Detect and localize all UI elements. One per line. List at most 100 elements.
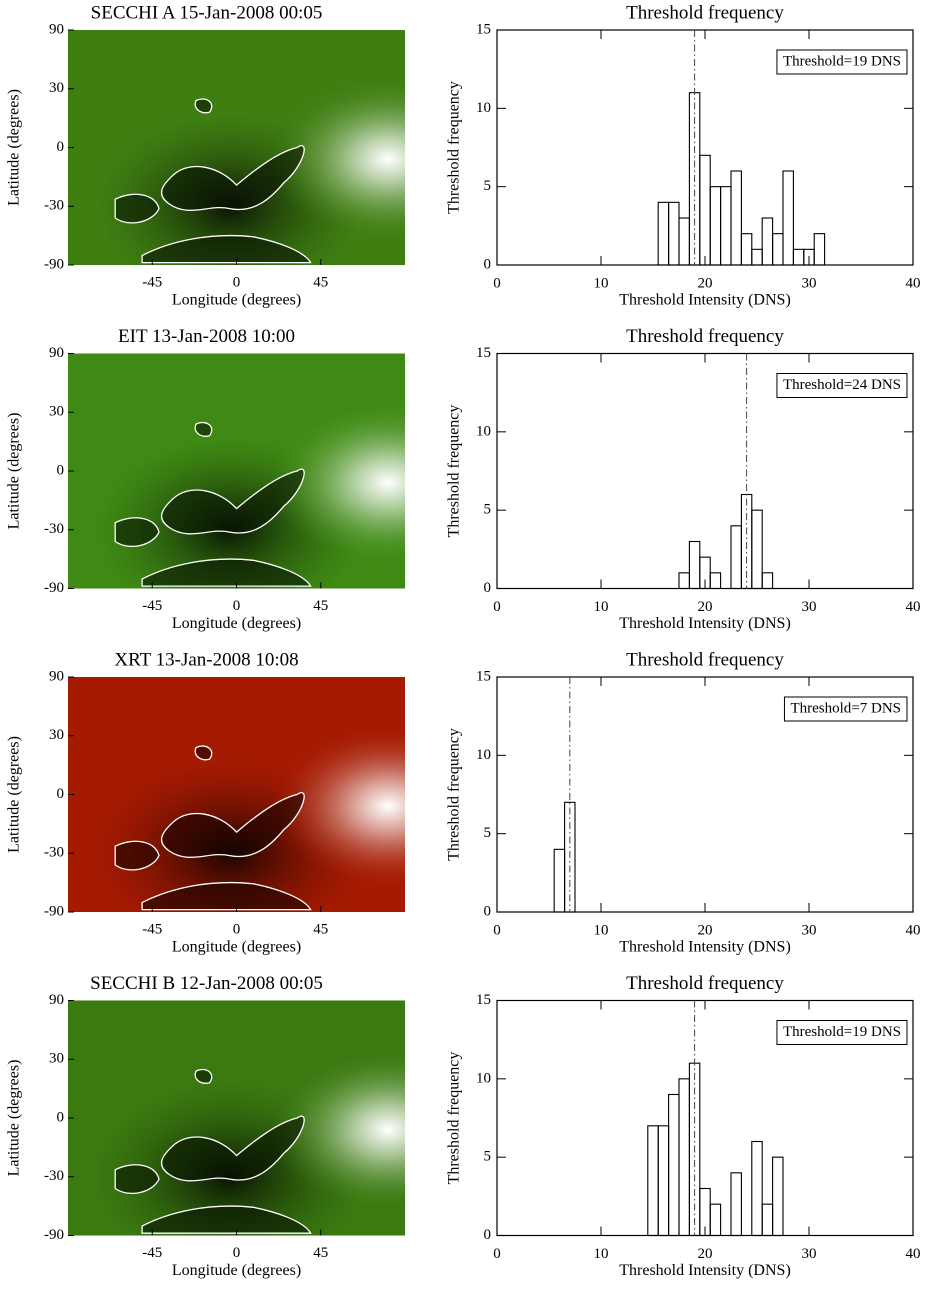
- y-tick-label: 90: [49, 345, 64, 361]
- y-tick-label: 5: [484, 1149, 492, 1165]
- x-axis-label: Longitude (degrees): [172, 615, 301, 632]
- threshold-annotation: Threshold=19 DNS: [783, 53, 901, 69]
- histogram-bar: [782, 170, 794, 266]
- contour: [160, 145, 305, 211]
- x-tick-label: 10: [594, 275, 609, 291]
- x-tick-label: 20: [698, 599, 713, 615]
- y-axis-label: Threshold frequency: [446, 728, 463, 861]
- contour: [141, 881, 312, 911]
- x-tick-label: 0: [233, 921, 241, 937]
- x-tick-label: -45: [142, 598, 162, 614]
- y-tick-label: -90: [44, 903, 64, 919]
- contour: [160, 792, 305, 858]
- y-tick-label: 5: [484, 825, 492, 841]
- x-tick-label: -45: [142, 921, 162, 937]
- y-tick-label: 30: [49, 404, 64, 420]
- histogram-bar: [657, 1125, 670, 1237]
- x-tick-label: 0: [233, 598, 241, 614]
- y-tick-label: 0: [57, 1109, 65, 1125]
- y-tick-label: 90: [49, 992, 64, 1008]
- contour: [141, 1205, 312, 1234]
- y-tick-label: 0: [484, 580, 492, 596]
- y-tick-label: 15: [476, 21, 491, 37]
- histogram-bar: [668, 201, 680, 266]
- y-tick-label: -30: [44, 1168, 64, 1184]
- y-tick-label: 0: [57, 462, 65, 478]
- x-tick-label: 10: [594, 1246, 609, 1262]
- contour: [194, 1068, 213, 1084]
- y-axis-label: Threshold frequency: [446, 81, 463, 214]
- x-axis-label: Threshold Intensity (DNS): [619, 615, 791, 632]
- x-tick-label: 20: [698, 275, 713, 291]
- panel-title: SECCHI B 12-Jan-2008 00:05: [90, 973, 323, 994]
- y-tick-label: -30: [44, 198, 64, 214]
- contour: [194, 98, 213, 114]
- x-axis-label: Longitude (degrees): [172, 292, 301, 309]
- x-tick-label: 45: [313, 1245, 328, 1261]
- contour: [194, 421, 213, 437]
- y-tick-label: -90: [44, 1227, 64, 1243]
- contour: [160, 468, 305, 535]
- y-tick-label: 30: [49, 727, 64, 743]
- y-tick-label: 10: [476, 1070, 491, 1086]
- panel-title: Threshold frequency: [626, 326, 784, 347]
- x-tick-label: 0: [493, 1246, 501, 1262]
- threshold-annotation: Threshold=24 DNS: [783, 377, 901, 393]
- histogram-bar: [678, 572, 690, 590]
- y-tick-label: 5: [484, 502, 492, 518]
- bright-region: [68, 353, 405, 589]
- y-tick-label: 30: [49, 80, 64, 96]
- x-tick-label: 20: [698, 922, 713, 938]
- histogram-bar: [761, 217, 774, 266]
- panel-title: Threshold frequency: [626, 2, 784, 23]
- y-tick-label: -30: [44, 521, 64, 537]
- x-tick-label: 30: [802, 275, 817, 291]
- y-tick-label: 90: [49, 668, 64, 684]
- x-tick-label: 0: [233, 274, 241, 290]
- histogram-bar: [792, 248, 805, 266]
- x-tick-label: -45: [142, 274, 162, 290]
- x-axis-label: Longitude (degrees): [172, 1262, 301, 1279]
- panel-title: Threshold frequency: [626, 973, 784, 994]
- x-tick-label: 40: [906, 922, 921, 938]
- x-tick-label: 40: [906, 1246, 921, 1262]
- contour: [160, 1115, 305, 1182]
- x-axis-label: Threshold Intensity (DNS): [619, 939, 791, 956]
- x-tick-label: 0: [493, 275, 501, 291]
- histogram-bar: [647, 1125, 659, 1237]
- annotation-box: [776, 1020, 908, 1045]
- y-tick-label: 0: [484, 256, 492, 272]
- y-tick-label: -90: [44, 580, 64, 596]
- x-tick-label: 45: [313, 598, 328, 614]
- x-tick-label: 40: [906, 275, 921, 291]
- annotation-box: [776, 373, 908, 398]
- x-tick-label: 10: [594, 922, 609, 938]
- x-tick-label: 0: [493, 599, 501, 615]
- histogram-bar: [709, 1203, 722, 1237]
- contour: [114, 1164, 160, 1195]
- y-tick-label: 10: [476, 747, 491, 763]
- threshold-annotation: Threshold=19 DNS: [783, 1024, 901, 1040]
- y-tick-label: -90: [44, 256, 64, 272]
- y-tick-label: 0: [484, 903, 492, 919]
- x-axis-label: Longitude (degrees): [172, 939, 301, 956]
- y-tick-label: 10: [476, 423, 491, 439]
- y-axis-label: Latitude (degrees): [6, 736, 23, 853]
- y-axis-label: Latitude (degrees): [6, 89, 23, 206]
- annotation-box: [783, 696, 908, 722]
- histogram-bar: [813, 233, 826, 266]
- histogram-bar: [751, 509, 763, 590]
- bright-region: [68, 30, 405, 265]
- panel-title: XRT 13-Jan-2008 10:08: [114, 649, 298, 670]
- x-tick-label: 20: [698, 1246, 713, 1262]
- histogram-bar: [678, 217, 690, 266]
- histogram-bar: [688, 540, 701, 590]
- y-tick-label: 5: [484, 178, 492, 194]
- x-tick-label: 10: [594, 599, 609, 615]
- bright-region: [68, 677, 405, 912]
- x-tick-label: -45: [142, 1245, 162, 1261]
- histogram-bar: [730, 170, 742, 266]
- histogram-bar: [751, 1140, 763, 1237]
- x-tick-label: 45: [313, 921, 328, 937]
